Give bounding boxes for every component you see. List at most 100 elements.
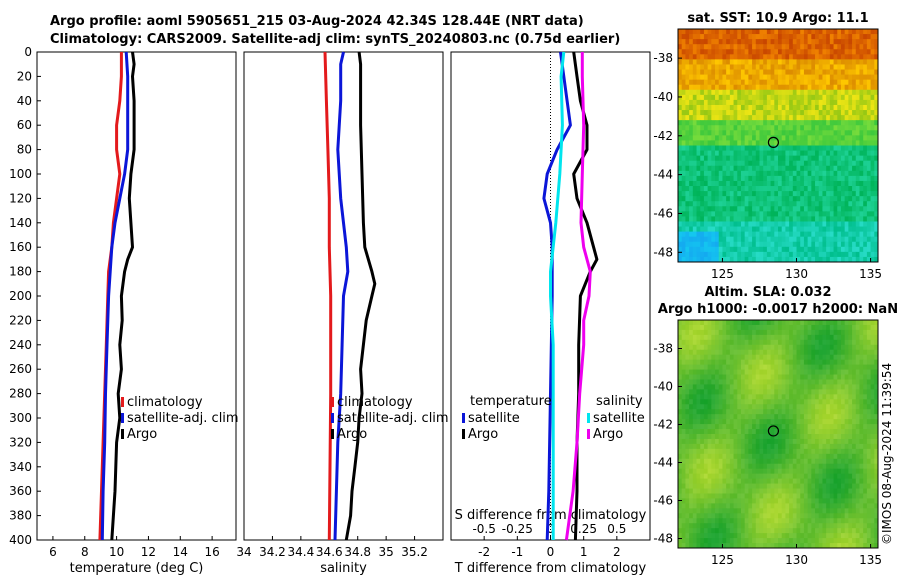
y-tick-label: 100 <box>9 167 32 181</box>
x-tick-label: -1 <box>511 545 523 559</box>
sst-map-frame <box>677 28 879 263</box>
sla-map-title-2: Argo h1000: -0.0017 h2000: NaN <box>658 302 898 317</box>
y-tick-label: 200 <box>9 289 32 303</box>
y-tick-label: 220 <box>9 313 32 327</box>
y-tick-label: 340 <box>9 460 32 474</box>
salinity-legend-label: satellite-adj. clim <box>337 411 449 426</box>
x-axis-label: salinity <box>320 561 367 576</box>
temperature-legend-label: satellite-adj. clim <box>127 411 239 426</box>
y-tick-label: 140 <box>9 216 32 230</box>
diff-legend-t-swatch <box>462 413 465 423</box>
temperature-legend-swatch <box>121 397 124 407</box>
diff-legend-t-label: Argo <box>468 427 498 442</box>
diff-legend-s-swatch <box>587 429 590 439</box>
x-tick-label: 12 <box>141 545 156 559</box>
y-tick-label: 40 <box>17 94 32 108</box>
sst-map-y-tick-label: -46 <box>653 206 673 220</box>
s-tick-label: -0.25 <box>502 522 533 536</box>
salinity-legend-swatch <box>331 413 334 423</box>
sla-map-x-tick-label: 130 <box>785 553 808 567</box>
sst-map-x-tick-label: 125 <box>711 267 734 281</box>
x-tick-label: 2 <box>613 545 621 559</box>
diff-legend-s-label: Argo <box>593 427 623 442</box>
x-tick-label: 35.2 <box>401 545 428 559</box>
s-axis-label: S difference from climatology <box>455 508 647 523</box>
y-tick-label: 120 <box>9 191 32 205</box>
y-tick-label: 160 <box>9 240 32 254</box>
y-tick-label: 400 <box>9 533 32 547</box>
sst-map-argo-marker <box>767 136 780 148</box>
sla-map-frame <box>677 319 879 549</box>
x-tick-label: 14 <box>173 545 188 559</box>
salinity-legend-label: climatology <box>337 395 413 410</box>
sst-map-y-tick-label: -48 <box>653 245 673 259</box>
y-tick-label: 80 <box>17 143 32 157</box>
y-tick-label: 380 <box>9 509 32 523</box>
x-tick-label: 0 <box>547 545 555 559</box>
sla-map-y-tick-label: -40 <box>653 380 673 394</box>
x-axis-label: temperature (deg C) <box>70 561 204 576</box>
y-tick-label: 280 <box>9 387 32 401</box>
diff-legend-s-swatch <box>587 413 590 423</box>
x-axis-label: T difference from climatology <box>454 561 647 576</box>
s-tick-label: 0.5 <box>607 522 626 536</box>
sst-map-x-tick-label: 135 <box>859 267 882 281</box>
temperature-axes <box>36 51 237 541</box>
salinity-argo-line <box>344 51 377 541</box>
salinity-legend-swatch <box>331 397 334 407</box>
x-tick-label: 35 <box>379 545 394 559</box>
y-tick-label: 180 <box>9 265 32 279</box>
sla-map-title-1: Altim. SLA: 0.032 <box>705 285 832 300</box>
y-tick-label: 360 <box>9 484 32 498</box>
diff-legend-temperature-title: temperature <box>470 394 552 409</box>
sla-map-y-tick-label: -44 <box>653 456 673 470</box>
temperature-satellite-adj-clim-line <box>100 51 130 541</box>
diff-legend-salinity-title: salinity <box>596 394 643 409</box>
sla-map-y-tick-label: -46 <box>653 494 673 508</box>
salinity-legend-label: Argo <box>337 427 367 442</box>
temperature-legend-swatch <box>121 413 124 423</box>
diff-legend-t-swatch <box>462 429 465 439</box>
s-tick-label: -0.5 <box>472 522 495 536</box>
s-tick-label: 0 <box>547 522 555 536</box>
difference-t-satellite-line <box>542 51 572 541</box>
diff-legend-t-label: satellite <box>468 411 520 426</box>
sst-map-y-tick-label: -44 <box>653 168 673 182</box>
sla-map-y-tick-label: -38 <box>653 342 673 356</box>
sst-map-title: sat. SST: 10.9 Argo: 11.1 <box>687 11 868 26</box>
sla-map <box>678 320 879 549</box>
title-line-1: Argo profile: aoml 5905651_215 03-Aug-20… <box>50 14 584 29</box>
x-tick-label: 6 <box>49 545 57 559</box>
sla-map-x-tick-label: 135 <box>859 553 882 567</box>
salinity-legend-swatch <box>331 429 334 439</box>
y-tick-label: 240 <box>9 338 32 352</box>
x-tick-label: 34.4 <box>287 545 314 559</box>
sst-map-y-tick-label: -40 <box>653 90 673 104</box>
x-tick-label: 34.8 <box>344 545 371 559</box>
sla-map-x-tick-label: 125 <box>711 553 734 567</box>
y-tick-label: 0 <box>24 45 32 59</box>
temperature-legend-label: Argo <box>127 427 157 442</box>
sst-map-y-tick-label: -42 <box>653 129 673 143</box>
diff-legend-s-label: satellite <box>593 411 645 426</box>
title-line-2: Climatology: CARS2009. Satellite-adj cli… <box>50 32 621 47</box>
sst-map-x-tick-label: 130 <box>785 267 808 281</box>
y-tick-label: 300 <box>9 411 32 425</box>
temperature-argo-line <box>110 51 136 541</box>
y-tick-label: 60 <box>17 118 32 132</box>
y-tick-label: 260 <box>9 362 32 376</box>
sst-map-y-tick-label: -38 <box>653 51 673 65</box>
x-tick-label: 1 <box>580 545 588 559</box>
difference-s-satellite-line <box>549 51 566 540</box>
x-tick-label: 34.6 <box>316 545 343 559</box>
x-tick-label: 10 <box>109 545 124 559</box>
temperature-legend-swatch <box>121 429 124 439</box>
difference-s-argo-line <box>564 52 592 541</box>
y-tick-label: 320 <box>9 435 32 449</box>
difference-t-argo-line <box>572 51 599 541</box>
temperature-legend-label: climatology <box>127 395 203 410</box>
x-tick-label: 16 <box>204 545 219 559</box>
imos-credit: ©IMOS 08-Aug-2024 11:39:54 <box>880 362 894 545</box>
y-tick-label: 20 <box>17 69 32 83</box>
